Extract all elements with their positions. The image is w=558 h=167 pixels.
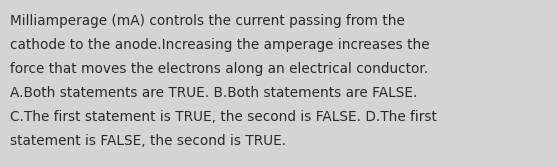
Text: Milliamperage (mA) controls the current passing from the: Milliamperage (mA) controls the current … (10, 14, 405, 28)
Text: force that moves the electrons along an electrical conductor.: force that moves the electrons along an … (10, 62, 428, 76)
Text: statement is FALSE, the second is TRUE.: statement is FALSE, the second is TRUE. (10, 134, 286, 148)
Text: A.Both statements are TRUE. B.Both statements are FALSE.: A.Both statements are TRUE. B.Both state… (10, 86, 417, 100)
Text: cathode to the anode.Increasing the amperage increases the: cathode to the anode.Increasing the ampe… (10, 38, 430, 52)
Text: C.The first statement is TRUE, the second is FALSE. D.The first: C.The first statement is TRUE, the secon… (10, 110, 437, 124)
